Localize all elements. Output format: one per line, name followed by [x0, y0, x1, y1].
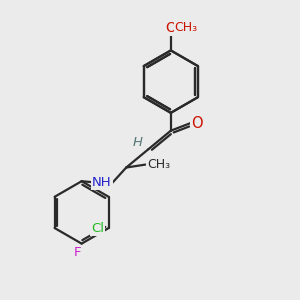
Text: O: O [165, 20, 176, 34]
Text: Cl: Cl [91, 221, 104, 235]
Text: CH₃: CH₃ [174, 21, 197, 34]
Text: CH₃: CH₃ [147, 158, 170, 171]
Text: NH: NH [92, 176, 112, 189]
Text: O: O [191, 116, 203, 131]
Text: F: F [74, 246, 81, 259]
Text: H: H [132, 136, 142, 149]
